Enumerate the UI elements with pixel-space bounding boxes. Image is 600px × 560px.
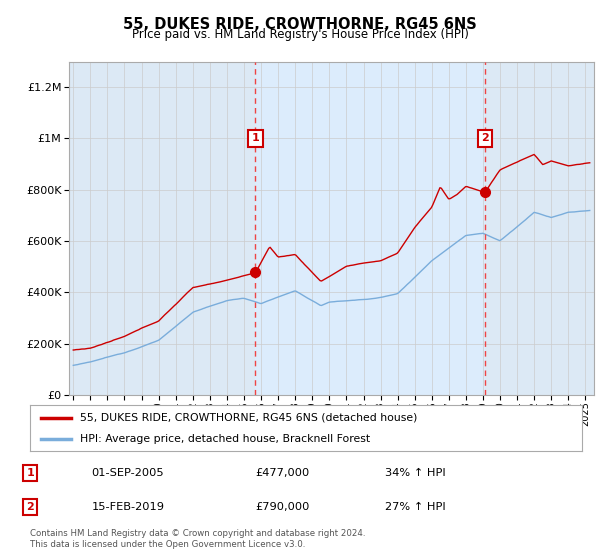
Text: £790,000: £790,000 [255, 502, 309, 512]
Bar [256, 62, 485, 395]
Text: 27% ↑ HPI: 27% ↑ HPI [385, 502, 445, 512]
Text: 1: 1 [251, 133, 259, 143]
Text: 1: 1 [26, 468, 34, 478]
Text: 34% ↑ HPI: 34% ↑ HPI [385, 468, 445, 478]
Text: 01-SEP-2005: 01-SEP-2005 [91, 468, 164, 478]
Text: 2: 2 [26, 502, 34, 512]
Text: 55, DUKES RIDE, CROWTHORNE, RG45 6NS (detached house): 55, DUKES RIDE, CROWTHORNE, RG45 6NS (de… [80, 413, 417, 423]
Text: 55, DUKES RIDE, CROWTHORNE, RG45 6NS: 55, DUKES RIDE, CROWTHORNE, RG45 6NS [123, 17, 477, 31]
Text: HPI: Average price, detached house, Bracknell Forest: HPI: Average price, detached house, Brac… [80, 435, 370, 444]
Text: Price paid vs. HM Land Registry's House Price Index (HPI): Price paid vs. HM Land Registry's House … [131, 28, 469, 41]
Text: 15-FEB-2019: 15-FEB-2019 [91, 502, 164, 512]
Text: Contains HM Land Registry data © Crown copyright and database right 2024.
This d: Contains HM Land Registry data © Crown c… [30, 529, 365, 549]
Text: 2: 2 [481, 133, 489, 143]
Text: £477,000: £477,000 [255, 468, 309, 478]
